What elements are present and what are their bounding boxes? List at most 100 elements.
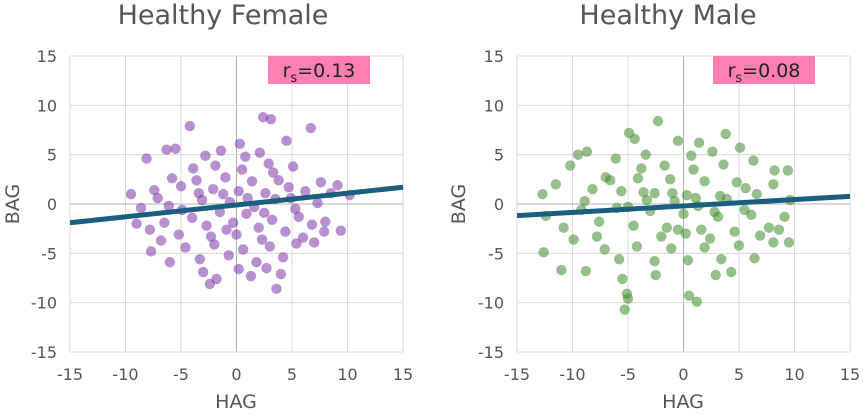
data-point xyxy=(733,240,745,251)
data-point xyxy=(191,175,202,186)
data-point xyxy=(613,254,625,265)
data-point xyxy=(619,304,630,315)
data-point xyxy=(186,212,198,224)
data-point xyxy=(145,246,157,257)
annotation-background xyxy=(268,56,370,84)
data-point xyxy=(205,231,217,242)
data-point xyxy=(769,165,780,176)
data-point xyxy=(233,263,244,275)
annotation-background xyxy=(713,56,815,84)
y-tick-label: -10 xyxy=(31,294,57,313)
x-tick-label: 0 xyxy=(678,365,688,384)
data-point xyxy=(201,220,212,231)
data-point xyxy=(729,226,740,237)
y-tick-label: -15 xyxy=(478,343,504,362)
data-point xyxy=(287,161,299,172)
data-point xyxy=(233,185,244,197)
x-tick-label: 15 xyxy=(840,365,860,384)
data-point xyxy=(271,283,282,295)
annotation-box: rs=0.13 xyxy=(268,56,370,86)
data-point xyxy=(291,238,302,249)
data-point xyxy=(265,113,277,125)
data-point xyxy=(305,122,317,134)
data-point xyxy=(617,273,628,285)
data-point xyxy=(572,149,584,160)
data-point xyxy=(680,228,691,239)
data-point xyxy=(306,219,318,230)
x-tick-label: 15 xyxy=(393,365,413,384)
data-point xyxy=(768,237,779,248)
x-tick-label: 0 xyxy=(231,365,241,384)
data-point xyxy=(591,231,603,242)
data-point xyxy=(638,186,649,198)
data-point xyxy=(131,218,142,229)
data-point xyxy=(686,150,697,161)
data-point xyxy=(204,278,216,290)
data-point xyxy=(332,180,343,191)
y-axis-label: BAG xyxy=(2,184,24,224)
trend-line xyxy=(516,193,851,219)
data-point xyxy=(696,224,707,235)
y-tick-label: -15 xyxy=(31,343,57,362)
data-point xyxy=(710,269,721,281)
annotation-subscript: s xyxy=(735,71,742,86)
data-point xyxy=(273,175,284,186)
y-axis-label: BAG xyxy=(448,184,470,224)
data-point xyxy=(257,111,269,123)
data-point xyxy=(749,253,760,264)
data-point xyxy=(264,241,275,252)
data-point xyxy=(231,229,242,240)
data-point xyxy=(699,176,710,187)
data-point xyxy=(245,270,257,282)
data-point xyxy=(210,160,221,171)
data-point xyxy=(718,159,729,170)
data-point xyxy=(209,239,220,250)
tick-labels: -15 -10 -5 0 5 10 15 15 10 5 0 -5 -10 -15 xyxy=(31,47,413,384)
data-point xyxy=(709,206,720,218)
data-point xyxy=(537,188,548,200)
data-point xyxy=(159,217,170,228)
data-point xyxy=(280,226,291,237)
data-point xyxy=(246,176,258,187)
data-point xyxy=(281,135,292,147)
data-point xyxy=(616,185,627,197)
data-point xyxy=(144,224,156,235)
data-point xyxy=(173,229,184,240)
y-tick-label: 10 xyxy=(484,96,504,115)
x-tick-label: 5 xyxy=(734,365,744,384)
data-point xyxy=(693,137,705,149)
data-point xyxy=(636,163,647,174)
data-point xyxy=(135,202,147,214)
gridlines xyxy=(69,55,404,353)
chart-title: Healthy Male xyxy=(579,0,756,31)
data-point xyxy=(234,138,246,150)
data-point xyxy=(263,158,274,169)
data-point xyxy=(751,188,762,200)
data-point xyxy=(649,256,660,267)
y-tick-label: 5 xyxy=(47,146,57,165)
data-point xyxy=(550,179,562,190)
tick-labels: -15 -10 -5 0 5 10 15 15 10 5 0 -5 -10 -15 xyxy=(478,47,860,384)
data-point xyxy=(641,194,653,206)
data-point xyxy=(632,173,644,184)
data-point xyxy=(773,224,785,235)
data-point xyxy=(652,115,664,127)
data-point xyxy=(587,184,598,195)
data-point xyxy=(691,296,703,307)
data-point xyxy=(335,225,347,236)
data-point xyxy=(198,266,209,278)
data-point xyxy=(141,153,152,164)
data-point xyxy=(300,185,311,197)
data-point xyxy=(241,208,252,220)
data-point xyxy=(720,128,731,140)
data-point xyxy=(180,242,191,253)
data-point xyxy=(688,164,699,175)
data-point xyxy=(558,222,569,233)
data-point xyxy=(283,182,294,193)
data-point xyxy=(237,244,249,255)
data-point xyxy=(184,120,196,132)
correlation-annotation: rs=0.08 xyxy=(728,60,801,86)
data-point xyxy=(628,220,639,231)
data-point xyxy=(256,234,268,245)
correlation-annotation: rs=0.13 xyxy=(283,60,356,86)
